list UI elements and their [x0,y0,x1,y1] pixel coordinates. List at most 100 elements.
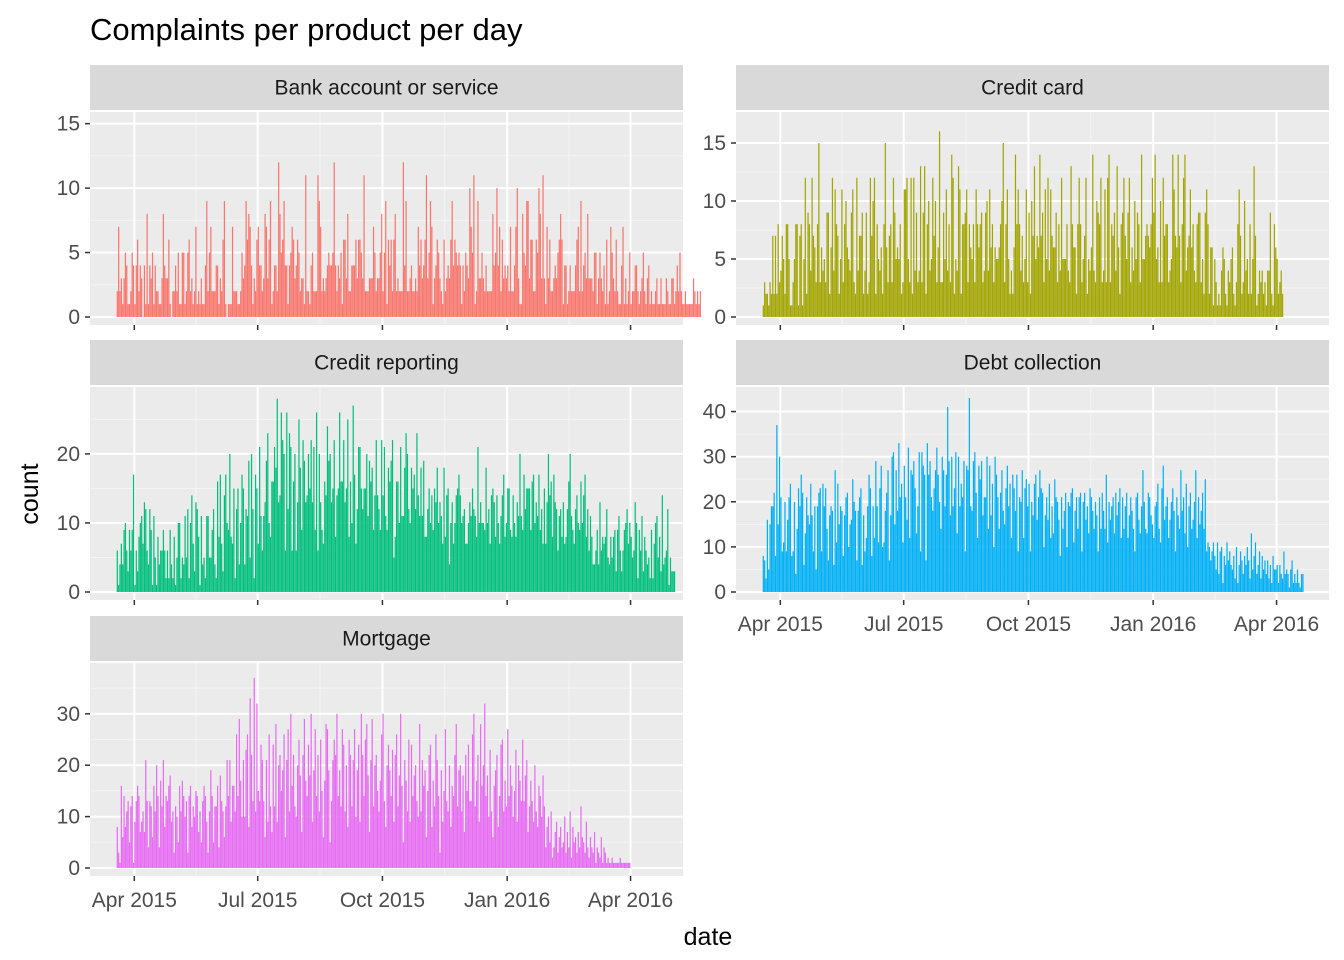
bar [626,304,628,317]
bar [329,453,331,592]
bar [592,564,594,592]
bar [530,529,532,592]
bar [432,529,434,592]
bar [233,291,235,317]
bar [263,801,265,868]
bar [900,293,903,317]
bar [562,304,564,317]
bar [971,510,973,592]
bar [846,247,848,317]
bar [131,796,133,868]
bar [259,801,261,868]
bar [785,551,787,592]
bar [970,247,972,317]
bar [513,265,516,317]
bar [135,801,137,868]
bar [225,474,227,592]
bar [549,239,551,317]
bar [492,837,494,868]
bar [561,239,563,317]
bar [551,291,554,317]
bar [302,440,304,592]
bar [831,177,834,317]
bar [1121,497,1124,592]
bar [172,578,174,592]
bar [951,154,953,317]
bar [591,536,593,592]
bar [532,474,535,592]
bar [484,291,486,317]
bar [664,304,666,317]
bar [469,801,471,868]
bar [585,821,588,868]
bar [428,252,430,317]
bar [536,826,539,868]
bar [841,189,843,317]
bar [561,536,563,592]
bar [947,270,949,317]
bar [273,806,276,868]
bar [412,291,414,317]
bar [390,796,392,868]
bar [294,453,296,592]
bar [286,412,288,592]
bar [546,502,548,592]
y-tick-label: 10 [57,177,80,200]
bar [283,201,285,317]
bar [501,739,503,868]
bar [1276,564,1278,592]
bar [1281,578,1284,592]
bar [572,826,574,868]
bar [1146,533,1148,592]
bar [576,239,578,317]
bar [1115,270,1117,317]
bar [1033,166,1036,317]
bar [596,847,598,868]
bar [652,578,654,592]
bar [831,510,834,592]
bar [389,481,391,592]
bar [165,578,167,592]
bar [238,718,240,868]
bar [1025,479,1027,592]
bar [1050,189,1052,317]
bar [1100,528,1102,592]
bar [377,278,379,317]
bar [358,447,360,592]
bar [522,213,524,317]
bar [941,282,943,317]
bar [1222,247,1224,317]
bar [1211,247,1213,317]
bar [795,573,797,592]
bar [505,278,508,317]
bar [919,551,922,592]
bar [865,212,867,317]
bar [860,488,862,592]
bar [231,226,234,317]
bar [237,304,239,317]
bar [1260,282,1262,317]
bar [1043,282,1045,317]
bar [185,291,188,317]
bar [804,533,806,592]
bar [305,175,307,317]
bar [145,509,147,592]
bar [393,821,395,868]
bar [321,291,323,317]
bar [473,175,475,317]
bar [602,536,604,592]
bar [184,816,186,868]
bar [428,754,430,868]
bar [788,259,790,317]
bar [394,536,396,592]
bar [341,729,343,868]
bar [631,557,634,592]
bar [1096,201,1098,317]
bar [671,278,673,317]
bar [565,265,567,317]
bar [321,790,323,868]
bar [352,405,354,592]
y-tick-label: 10 [703,536,726,559]
bar [543,488,545,592]
bar [802,305,804,317]
